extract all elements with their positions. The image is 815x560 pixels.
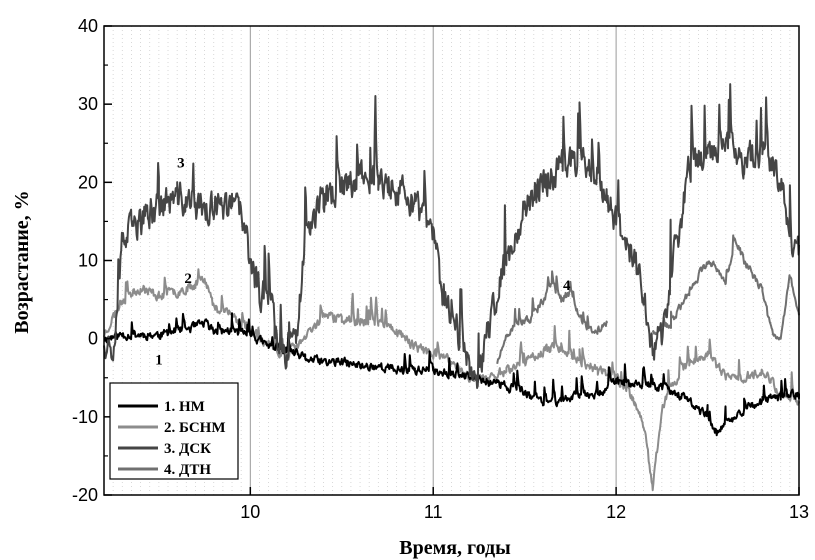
series-bsnm-line xyxy=(103,268,800,492)
legend-box xyxy=(109,382,239,480)
y-tick-label: 0 xyxy=(88,329,98,349)
y-axis-title: Возрастание, % xyxy=(11,190,33,333)
series-annotation: 2 xyxy=(184,271,192,287)
legend-label: 3. ДСК xyxy=(164,441,211,457)
series-annotation: 3 xyxy=(177,155,185,171)
y-tick-label: 40 xyxy=(78,16,98,36)
series-group xyxy=(103,83,800,492)
legend-label: 1. НМ xyxy=(164,399,205,415)
legend: 1. НМ 2. БСНМ 3. ДСК 4. ДТН xyxy=(109,382,239,480)
series-nm-line xyxy=(103,312,800,437)
y-tick-label: -10 xyxy=(72,407,98,427)
legend-label: 4. ДТН xyxy=(164,462,211,478)
y-tick-label: 20 xyxy=(78,172,98,192)
legend-label: 2. БСНМ xyxy=(164,420,225,436)
series-dtn-line xyxy=(651,234,800,341)
series-dsk-line xyxy=(103,83,800,389)
x-tick-label: 12 xyxy=(606,502,626,522)
annotations: 1 2 3 4 xyxy=(155,155,571,368)
y-tick-label: 30 xyxy=(78,94,98,114)
y-tick-label: 10 xyxy=(78,251,98,271)
x-tick-label: 10 xyxy=(240,502,260,522)
series-annotation: 1 xyxy=(155,352,163,368)
y-tick-label: -20 xyxy=(72,485,98,505)
series-annotation: 4 xyxy=(563,278,571,294)
x-tick-label: 13 xyxy=(789,502,809,522)
x-tick-label: 11 xyxy=(424,502,443,522)
x-axis-title: Время, годы xyxy=(399,537,511,559)
series-dtn-line xyxy=(496,270,608,364)
